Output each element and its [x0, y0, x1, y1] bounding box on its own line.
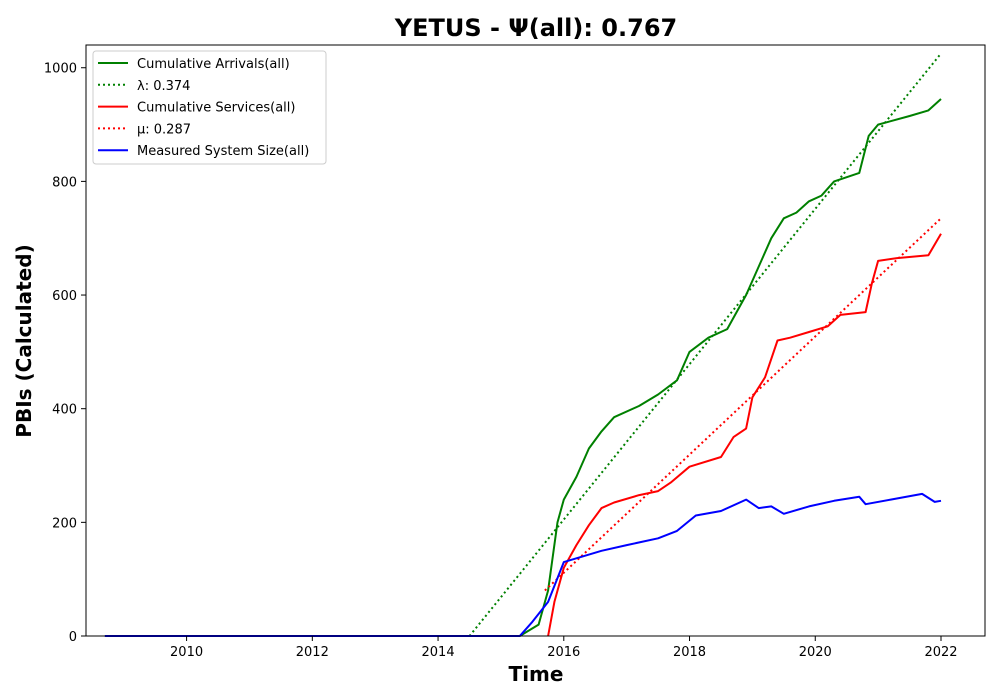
- x-tick-label: 2010: [170, 645, 203, 660]
- legend-box: [92, 50, 327, 165]
- x-tick-label: 2012: [296, 645, 329, 660]
- plot-area: [104, 52, 942, 637]
- x-tick-label: 2016: [547, 645, 580, 660]
- legend-label-5: Measured System Size(all): [137, 144, 309, 159]
- x-tick-label: 2020: [799, 645, 832, 660]
- series-line-3: [547, 233, 942, 637]
- legend: Cumulative Arrivals(all) λ: 0.374 Cumulati…: [92, 50, 327, 165]
- x-tick-label: 2022: [924, 645, 957, 660]
- series-line-1: [104, 98, 942, 637]
- plot-frame: [85, 44, 986, 637]
- series-line-4: [544, 217, 942, 592]
- x-axis-label: Time: [509, 662, 564, 686]
- series-line-2: [468, 52, 942, 637]
- y-tick-label: 400: [52, 403, 77, 418]
- legend-label-2: λ: 0.374: [137, 79, 190, 94]
- y-tick-label: 0: [69, 630, 77, 645]
- y-tick-label: 200: [52, 516, 77, 531]
- x-tick-label: 2014: [422, 645, 455, 660]
- legend-label-3: Cumulative Services(all): [137, 101, 295, 116]
- y-tick-label: 600: [52, 289, 77, 304]
- legend-label-4: μ: 0.287: [137, 122, 191, 137]
- x-tick-label: 2018: [673, 645, 706, 660]
- y-tick-label: 800: [52, 175, 77, 190]
- y-tick-label: 1000: [44, 62, 77, 77]
- legend-label-1: Cumulative Arrivals(all): [137, 57, 290, 72]
- series-line-5: [104, 492, 942, 637]
- chart-title: YETUS - Ψ(all): 0.767: [394, 14, 677, 42]
- y-axis: 0 200 400 600 800 1000: [44, 62, 86, 645]
- x-axis: 2010 2012 2014 2016 2018 2020 2022: [170, 636, 958, 660]
- y-axis-label: PBIs (Calculated): [12, 244, 36, 437]
